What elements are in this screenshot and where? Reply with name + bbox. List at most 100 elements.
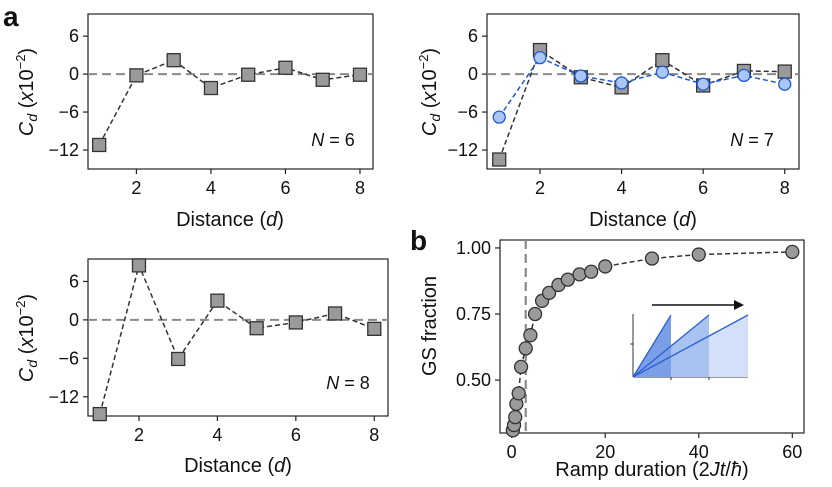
data-point-circle xyxy=(492,110,506,124)
x-tick-label: 0 xyxy=(507,442,517,462)
label-text: 10 xyxy=(16,315,38,337)
y-tick-label: −6 xyxy=(457,102,478,122)
label-text: ) xyxy=(690,209,697,231)
data-point-square xyxy=(367,321,382,336)
data-point-circle xyxy=(644,251,660,266)
y-tick-label: 0 xyxy=(468,64,478,84)
label-text: Distance ( xyxy=(176,209,266,231)
data-point-circle xyxy=(584,264,599,279)
data-point-square xyxy=(210,293,225,308)
data-point-circle xyxy=(527,306,543,322)
data-point-circle xyxy=(523,328,538,343)
data-point-square xyxy=(129,68,144,83)
label-symbol: d xyxy=(266,209,278,231)
n-annotation: N = 8 xyxy=(326,373,370,393)
tick-marks xyxy=(83,35,361,174)
x-tick-labels: 2 4 6 8 xyxy=(535,178,790,198)
x-tick-label: 4 xyxy=(617,178,627,198)
label-text: x xyxy=(16,337,38,349)
y-axis-label: Cd (x10−2) xyxy=(416,48,443,136)
n-annotation: N = 7 xyxy=(730,130,774,150)
data-point-circle xyxy=(696,77,710,91)
y-tick-label: −6 xyxy=(58,348,79,368)
x-tick-labels: 2 4 6 8 xyxy=(134,425,379,445)
x-tick-label: 6 xyxy=(291,425,301,445)
tick-marks xyxy=(482,35,786,174)
x-tick-label: 6 xyxy=(280,178,290,198)
label-text: Distance ( xyxy=(589,209,679,231)
data-point-circle xyxy=(598,259,613,274)
label-symbol: C xyxy=(16,121,38,136)
data-point-circle xyxy=(574,69,588,83)
ramp-inset-schematic xyxy=(630,300,749,380)
y-tick-label: 0.75 xyxy=(456,304,491,324)
y-tick-labels: 1.00 0.75 0.50 xyxy=(456,238,491,390)
data-point-square xyxy=(777,64,792,79)
label-symbol: C xyxy=(16,367,38,382)
label-text: = 7 xyxy=(743,130,774,150)
y-tick-label: −12 xyxy=(48,387,79,407)
x-tick-label: 6 xyxy=(698,178,708,198)
label-superscript: −2 xyxy=(13,55,28,70)
data-point-square xyxy=(92,137,107,153)
panel-letter-a: a xyxy=(3,1,19,32)
label-text: ) xyxy=(16,48,38,55)
x-axis-label: Ramp duration (2Jt/ħ) xyxy=(555,459,748,481)
data-point-circle xyxy=(518,341,533,356)
x-tick-label: 40 xyxy=(689,442,709,462)
plot-frame xyxy=(87,258,389,417)
label-text: ) xyxy=(285,455,292,477)
label-subscript: d xyxy=(24,359,40,368)
x-axis-label: Distance (d) xyxy=(184,455,292,477)
data-point-circle xyxy=(572,267,587,282)
series-group xyxy=(92,258,382,422)
chart-gs-fraction: 0 20 40 60 1.00 0.75 0.50 Ramp duration (2Jt/… xyxy=(419,238,805,481)
y-tick-labels: 6 0 −6 −12 xyxy=(48,271,79,406)
data-point-square xyxy=(655,53,670,68)
x-tick-label: 4 xyxy=(212,425,222,445)
panel-letter-b: b xyxy=(410,225,427,256)
label-text: x xyxy=(419,91,441,103)
data-point-circle xyxy=(513,359,529,375)
x-axis-label: Distance (d) xyxy=(176,209,284,231)
y-axis-label: GS fraction xyxy=(419,276,441,376)
label-text: ) xyxy=(16,294,38,301)
label-text: = 6 xyxy=(324,130,355,150)
x-tick-labels: 0 20 40 60 xyxy=(507,442,803,462)
label-symbol: d xyxy=(679,209,691,231)
data-point-circle xyxy=(511,386,526,401)
x-tick-label: 2 xyxy=(131,178,141,198)
y-tick-labels: 6 0 −6 −12 xyxy=(447,26,478,160)
label-text: ( xyxy=(419,101,441,114)
label-symbol: N xyxy=(730,130,744,150)
inset-ramp-fast-line xyxy=(632,314,672,378)
label-text: 10 xyxy=(16,69,38,91)
y-axis-label: Cd (x10−2) xyxy=(13,48,40,136)
label-text: ) xyxy=(419,48,441,55)
n-annotation: N = 6 xyxy=(311,130,355,150)
x-tick-label: 8 xyxy=(369,425,379,445)
label-text: 10 xyxy=(419,69,441,91)
y-tick-labels: 6 0 −6 −12 xyxy=(48,26,79,160)
y-tick-label: −12 xyxy=(447,140,478,160)
y-tick-label: 0 xyxy=(69,310,79,330)
inset-ramp-slow-line xyxy=(632,314,749,378)
data-point-circle xyxy=(560,272,575,287)
data-point-square xyxy=(241,67,256,82)
x-tick-label: 20 xyxy=(595,442,615,462)
label-subscript: d xyxy=(24,113,40,122)
label-text: x xyxy=(16,91,38,103)
label-superscript: −2 xyxy=(416,55,431,70)
label-symbol: N xyxy=(326,373,340,393)
inset-ramp-medium-line xyxy=(632,314,710,378)
y-tick-label: 6 xyxy=(468,26,478,46)
data-point-square xyxy=(92,406,107,422)
data-point-square xyxy=(492,152,507,167)
data-point-square xyxy=(131,258,147,273)
inset-arrow-head xyxy=(734,300,744,310)
plot-frame xyxy=(486,13,800,170)
x-axis-label: Distance (d) xyxy=(589,209,697,231)
